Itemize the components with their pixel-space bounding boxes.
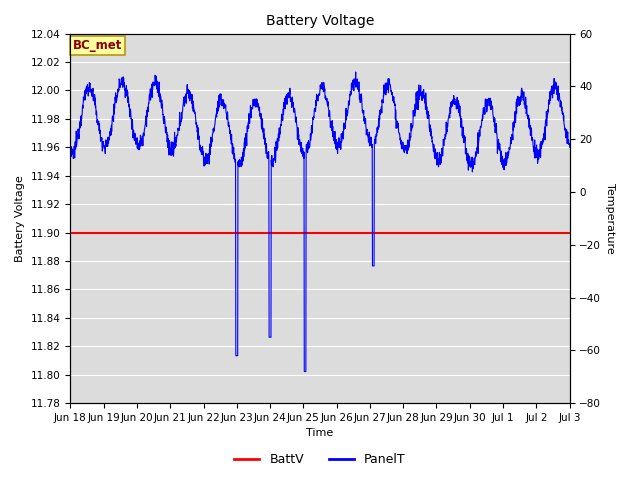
X-axis label: Time: Time (307, 429, 333, 438)
Title: Battery Voltage: Battery Voltage (266, 14, 374, 28)
Y-axis label: Battery Voltage: Battery Voltage (15, 175, 25, 262)
Y-axis label: Temperature: Temperature (605, 183, 615, 254)
Text: BC_met: BC_met (73, 39, 122, 52)
Legend: BattV, PanelT: BattV, PanelT (229, 448, 411, 471)
